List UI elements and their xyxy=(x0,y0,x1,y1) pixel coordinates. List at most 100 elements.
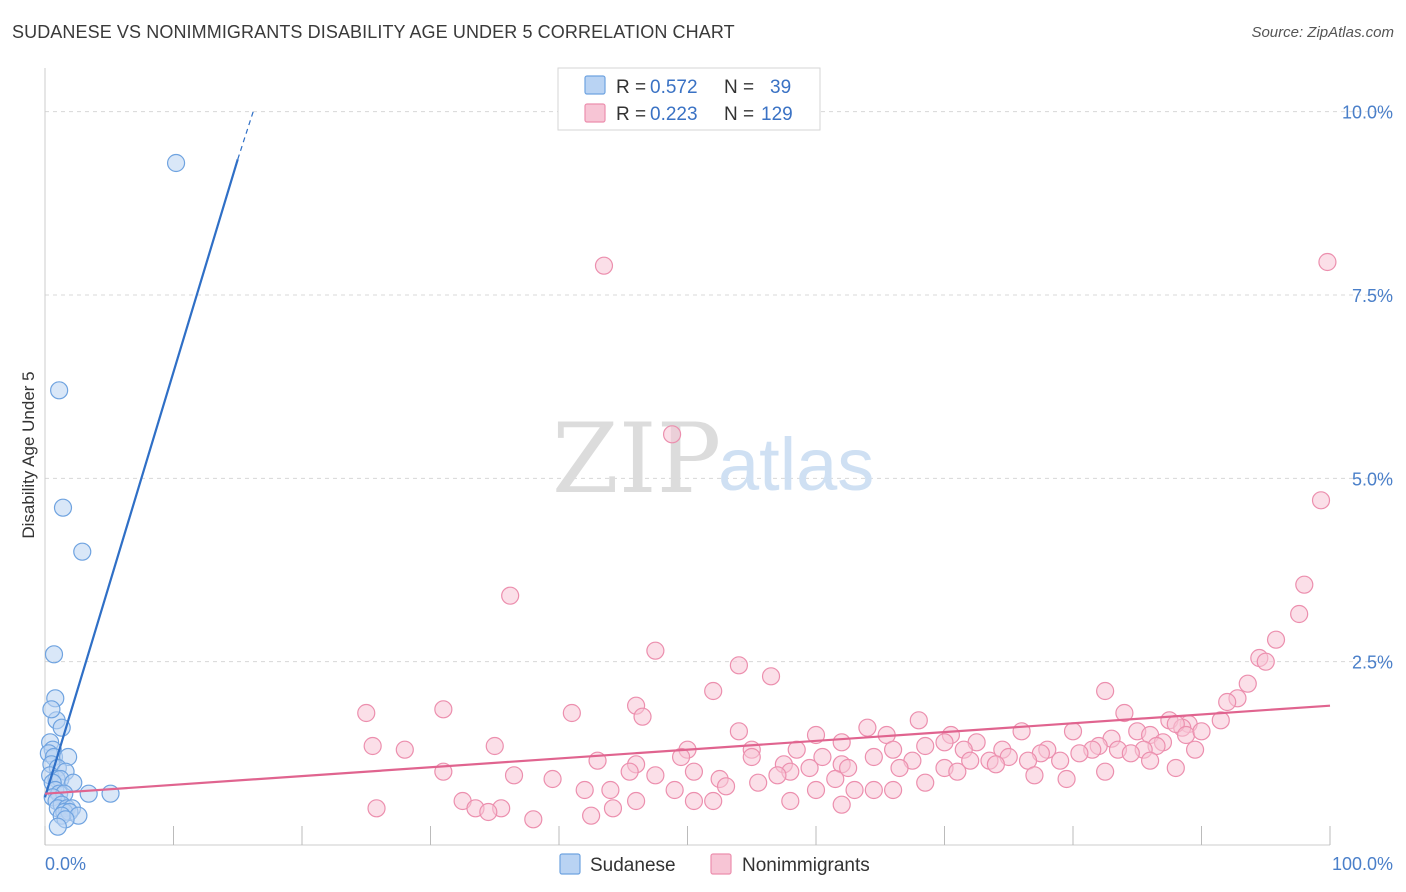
nonimmigrants-point xyxy=(1115,703,1134,723)
axes xyxy=(44,68,1331,846)
nonimmigrants-point xyxy=(684,762,704,781)
legend-bottom: Sudanese Nonimmigrants xyxy=(559,853,870,876)
nonimmigrants-point xyxy=(684,791,704,811)
nonimmigrants-point xyxy=(826,769,845,789)
nonimmigrants-point xyxy=(1192,722,1211,741)
nonimmigrants-point xyxy=(1025,766,1044,785)
nonimmigrants-point xyxy=(883,780,903,800)
nonimmigrants-point xyxy=(646,641,665,660)
nonimmigrants-point xyxy=(749,773,768,792)
sudanese-point xyxy=(52,718,71,737)
nonimmigrants-point xyxy=(729,656,749,675)
legend-r-label-sudanese: R = xyxy=(616,77,646,98)
nonimmigrants-point xyxy=(485,736,504,756)
nonimmigrants-point xyxy=(806,725,826,745)
nonimmigrants-point xyxy=(890,758,909,778)
nonimmigrants-point xyxy=(1121,744,1140,763)
x-tick-label-min: 0.0% xyxy=(45,854,86,874)
nonimmigrants-point xyxy=(864,747,883,767)
sudanese-point xyxy=(48,817,67,836)
nonimmigrants-point xyxy=(1057,769,1076,789)
watermark: ZIP atlas xyxy=(552,403,874,515)
nonimmigrants-point xyxy=(800,758,819,778)
nonimmigrants-point xyxy=(501,586,520,605)
nonimmigrants-point xyxy=(761,667,781,686)
nonimmigrants-point xyxy=(864,780,883,800)
y-tick-label: 7.5% xyxy=(1352,286,1393,306)
series-nonimmigrants xyxy=(357,252,1337,829)
nonimmigrants-point xyxy=(1238,674,1257,693)
nonimmigrants-point xyxy=(1295,575,1314,594)
nonimmigrants-point xyxy=(858,718,877,737)
legend-n-value-sudanese: 39 xyxy=(770,77,791,98)
nonimmigrants-point xyxy=(845,780,864,800)
legend-n-label-nonimmigrants: N = xyxy=(724,104,754,125)
nonimmigrants-point xyxy=(603,799,623,818)
series-sudanese xyxy=(39,153,186,836)
nonimmigrants-point xyxy=(646,766,665,785)
nonimmigrants-point xyxy=(768,766,787,785)
nonimmigrants-point xyxy=(434,700,453,719)
y-tick-label: 10.0% xyxy=(1342,103,1393,123)
nonimmigrants-point xyxy=(479,802,498,822)
watermark-zip: ZIP xyxy=(552,403,721,515)
nonimmigrants-trend-line xyxy=(44,704,1331,795)
nonimmigrants-point xyxy=(948,762,967,781)
chart-title: SUDANESE VS NONIMMIGRANTS DISABILITY AGE… xyxy=(12,22,735,42)
nonimmigrants-point xyxy=(594,256,614,275)
nonimmigrants-point xyxy=(839,758,858,778)
watermark-atlas: atlas xyxy=(718,423,874,506)
nonimmigrants-point xyxy=(704,681,723,701)
nonimmigrants-point xyxy=(626,791,646,811)
nonimmigrants-point xyxy=(582,806,601,825)
nonimmigrants-point xyxy=(1096,762,1115,781)
nonimmigrants-point xyxy=(935,733,954,752)
nonimmigrants-point xyxy=(671,747,691,767)
nonimmigrants-point xyxy=(665,780,684,800)
nonimmigrants-point xyxy=(806,780,826,800)
nonimmigrants-point xyxy=(575,780,594,800)
sudanese-point xyxy=(166,153,186,173)
sudanese-point xyxy=(50,381,69,400)
nonimmigrants-point xyxy=(363,736,382,756)
nonimmigrants-point xyxy=(916,773,935,792)
nonimmigrants-point xyxy=(781,791,800,811)
nonimmigrants-point xyxy=(395,740,414,759)
nonimmigrants-point xyxy=(633,707,652,726)
nonimmigrants-point xyxy=(1063,722,1083,741)
nonimmigrants-point xyxy=(620,762,639,781)
nonimmigrants-point xyxy=(986,755,1006,774)
sudanese-point xyxy=(73,542,92,561)
legend-r-label-nonimmigrants: R = xyxy=(616,104,646,125)
legend-top: R = 0.572 N = 39 R = 0.223 N = 129 xyxy=(557,67,821,131)
y-tick-label: 5.0% xyxy=(1352,469,1393,489)
sudanese-trend-extension xyxy=(237,111,254,160)
nonimmigrants-point xyxy=(524,810,543,829)
legend-n-value-nonimmigrants: 129 xyxy=(761,104,793,125)
nonimmigrants-point xyxy=(662,425,682,444)
sudanese-point xyxy=(79,784,98,803)
nonimmigrants-point xyxy=(742,747,761,767)
nonimmigrants-point xyxy=(729,722,749,741)
nonimmigrants-point xyxy=(1318,252,1337,272)
nonimmigrants-point xyxy=(1266,630,1286,649)
nonimmigrants-point xyxy=(1211,711,1230,730)
nonimmigrants-point xyxy=(909,711,928,730)
sudanese-point xyxy=(53,498,73,517)
nonimmigrants-point xyxy=(367,799,386,818)
nonimmigrants-point xyxy=(1176,725,1196,745)
y-tick-labels: 2.5% 5.0% 7.5% 10.0% xyxy=(1342,103,1393,673)
nonimmigrants-point xyxy=(832,795,851,814)
x-tick-label-max: 100.0% xyxy=(1332,854,1393,874)
nonimmigrants-point xyxy=(832,733,851,752)
bottom-legend-swatch-sudanese xyxy=(559,853,581,875)
legend-r-value-sudanese: 0.572 xyxy=(650,77,698,98)
bottom-legend-label-nonimmigrants: Nonimmigrants xyxy=(742,855,870,876)
source-credit: Source: ZipAtlas.com xyxy=(1251,24,1394,41)
nonimmigrants-point xyxy=(1096,681,1115,701)
nonimmigrants-point xyxy=(543,769,562,789)
grid-lines xyxy=(45,111,1392,663)
nonimmigrants-point xyxy=(1256,652,1275,671)
nonimmigrants-point xyxy=(916,736,935,756)
